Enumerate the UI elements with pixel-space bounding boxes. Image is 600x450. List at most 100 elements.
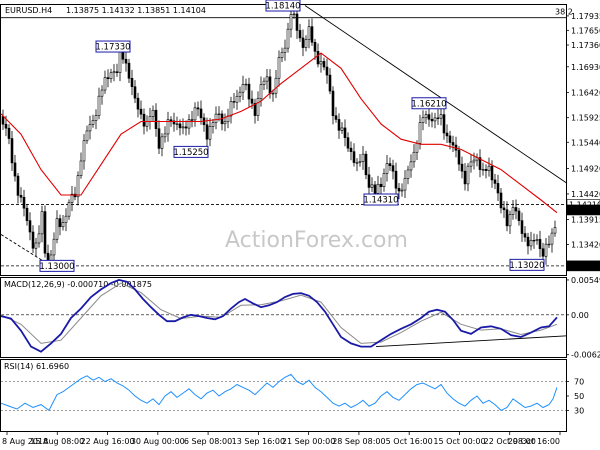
last-price-box (566, 204, 600, 216)
candle-body (250, 98, 254, 104)
price-axis-tick-label: 1.14920 (571, 165, 600, 174)
candle-body (106, 77, 110, 80)
candle-body (460, 163, 464, 172)
candle-body (478, 157, 482, 170)
price-trendline (304, 5, 568, 184)
candle-body (466, 165, 470, 185)
candle-body (406, 169, 410, 179)
candle-body (397, 187, 401, 192)
candle-body (385, 163, 389, 174)
candle-body (241, 84, 245, 93)
time-axis-tick-label: 30 Aug 00:00 (131, 437, 185, 446)
candle-body (376, 183, 380, 194)
candle-body (262, 80, 266, 85)
candle-body (154, 109, 158, 129)
candle-body (217, 113, 221, 116)
candle-body (232, 101, 236, 103)
candle-body (277, 57, 281, 79)
candle-body (157, 128, 161, 149)
rsi-axis-tick-label: 70 (574, 378, 584, 387)
price-header-symbol: EURUSD.H4 (5, 6, 52, 15)
candle-body (139, 108, 143, 115)
time-axis-tick-label: 15 Aug 08:00 (30, 437, 84, 446)
candle-body (373, 184, 377, 194)
macd-line (0, 278, 558, 353)
time-axis-tick-label: 29 Oct 16:00 (508, 437, 560, 446)
candle-body (451, 142, 455, 146)
candle-body (286, 28, 290, 49)
candle-body (67, 202, 71, 217)
candle-body (355, 162, 359, 164)
candle-body (289, 14, 293, 30)
time-axis-tick-label: 15 Oct 00:00 (433, 437, 485, 446)
candle-body (487, 165, 491, 171)
annotation-box (363, 193, 399, 206)
price-axis-tick-label: 1.15440 (571, 138, 600, 147)
candle-body (316, 51, 320, 65)
candle-body (28, 220, 32, 233)
candle-body (325, 66, 329, 76)
time-axis-tick-label: 8 Aug 2018 (2, 437, 48, 446)
candle-body (553, 227, 557, 234)
candle-body (499, 192, 503, 209)
candle-body (34, 242, 38, 249)
rsi-plot (0, 373, 566, 412)
candle-body (193, 107, 197, 121)
price-plot: 38.2 1.18140 1.17330 1.15250 1.16210 1.14310 1… (0, 0, 573, 273)
candle-body (142, 113, 146, 127)
candle-body (55, 218, 59, 240)
price-axis-tick-label: 1.16930 (571, 63, 600, 72)
candle-body (211, 122, 215, 127)
candle-body (190, 119, 194, 121)
price-axis-tick-label: 1.16420 (571, 89, 600, 98)
rsi-axis-tick-label: 50 (574, 392, 584, 401)
candle-body (280, 52, 284, 58)
candle-body (343, 127, 347, 138)
macd-plot (0, 278, 568, 353)
candle-body (40, 211, 44, 235)
candle-body (304, 39, 308, 48)
annotation-box (39, 259, 75, 272)
candle-body (538, 239, 542, 250)
candle-body (181, 126, 185, 129)
candle-body (532, 239, 536, 242)
candle-body (118, 50, 122, 73)
price-annotation: 1.18140 (265, 0, 301, 12)
candle-body (457, 149, 461, 165)
annotation-label: 1.15250 (173, 148, 208, 158)
candle-body (1, 116, 5, 125)
annotation-box (411, 97, 447, 110)
time-axis-tick-label: 22 Aug 16:00 (81, 437, 135, 446)
candle-body (421, 117, 425, 123)
candle-body (196, 107, 200, 110)
candle-body (268, 76, 272, 94)
candle-body (199, 108, 203, 119)
macd-header: MACD(12,26,9) -0.000710 -0.001875 (4, 280, 152, 289)
candle-body (496, 183, 500, 194)
candle-body (61, 222, 65, 228)
candle-body (31, 231, 35, 249)
candle-body (265, 76, 269, 82)
candle-body (16, 175, 20, 196)
candle-body (247, 83, 251, 100)
rsi-header: RSI(14) 61.6960 (4, 362, 69, 371)
candle-body (169, 119, 173, 122)
price-annotation: 1.14310 (363, 193, 399, 206)
candle-body (439, 114, 443, 119)
candle-body (307, 26, 311, 41)
candle-body (337, 119, 341, 131)
price-axis-tick-label: 1.15925 (571, 114, 600, 123)
candle-body (514, 207, 518, 212)
price-axis-tick-label: 1.17360 (571, 41, 600, 50)
candle-body (100, 89, 104, 97)
watermark: ActionForex.com (225, 228, 408, 253)
candle-body (76, 175, 80, 198)
candle-body (52, 238, 56, 256)
macd-signal-line (0, 282, 558, 344)
macd-trendline (375, 335, 568, 348)
candle-body (436, 117, 440, 119)
candle-body (109, 72, 113, 80)
candle-body (310, 26, 314, 43)
candle-body (130, 77, 134, 88)
